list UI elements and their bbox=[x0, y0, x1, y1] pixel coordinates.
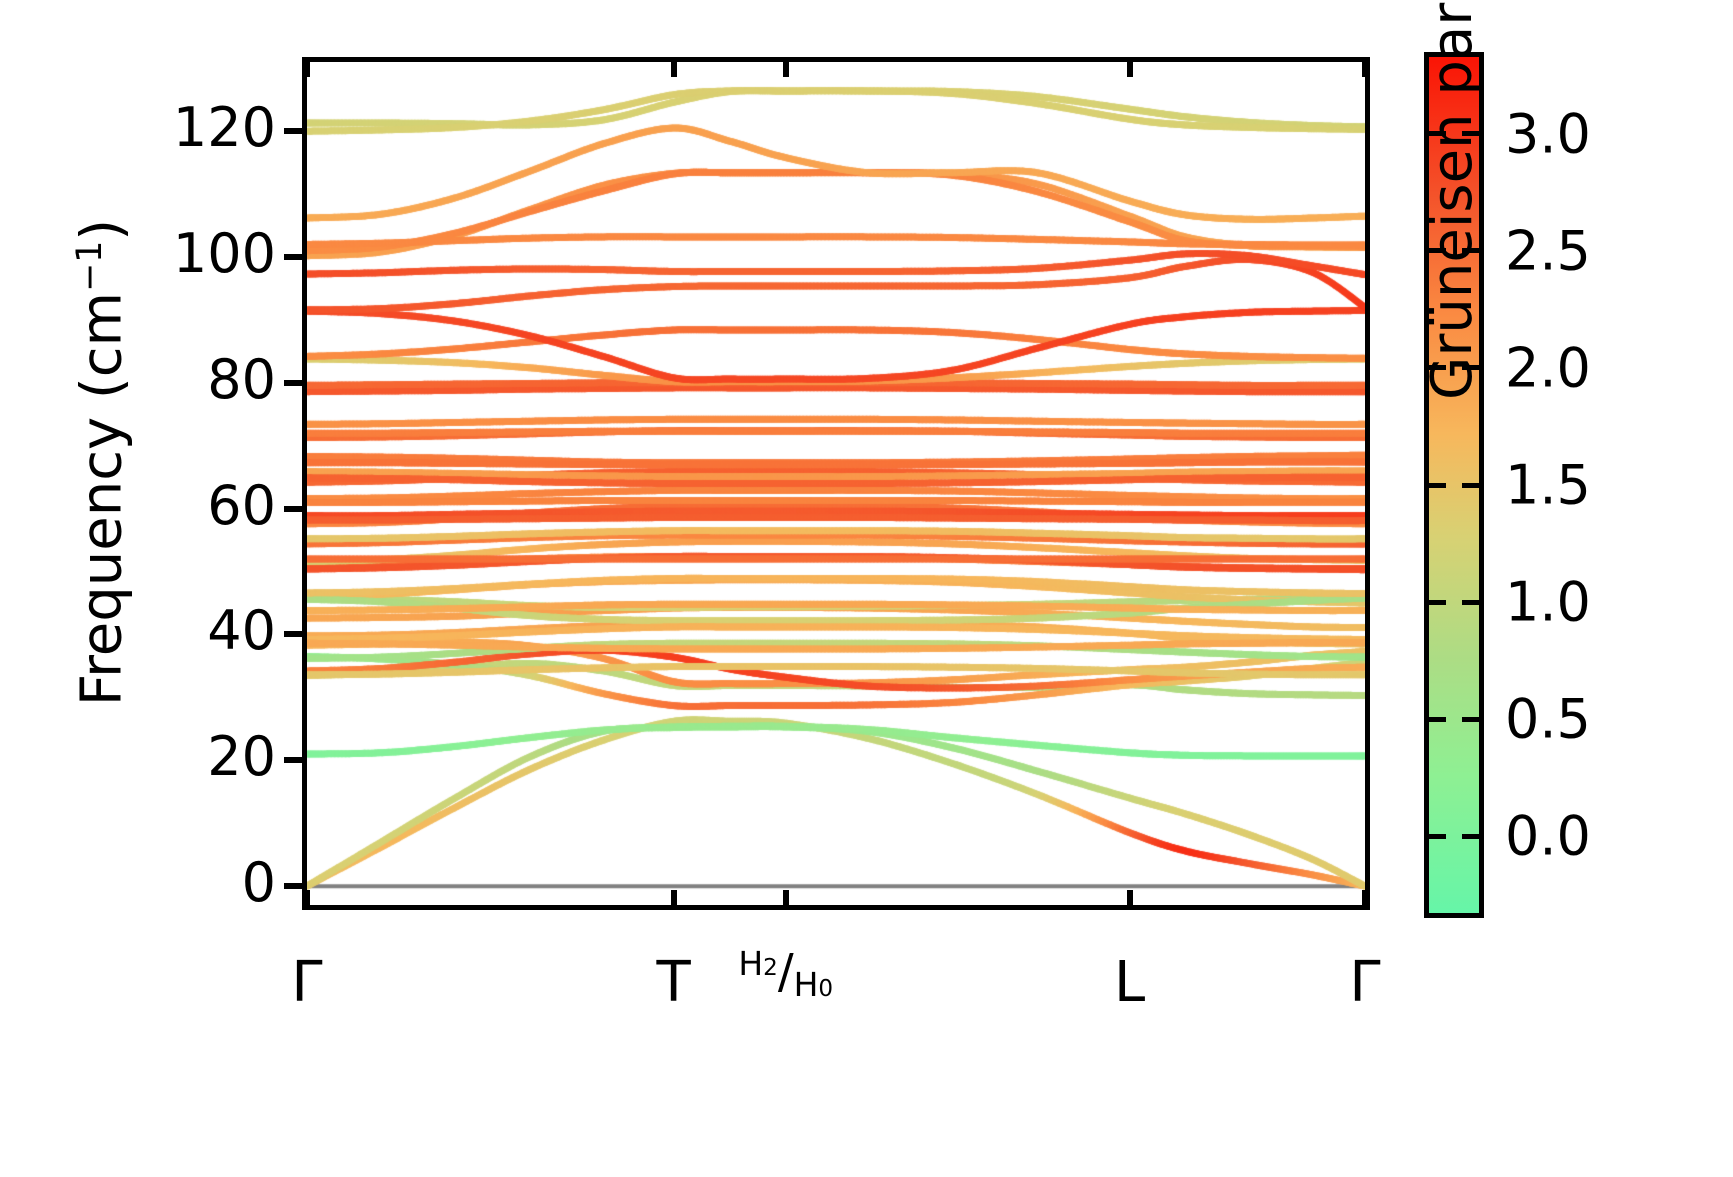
colorbar-tick-mark bbox=[1462, 131, 1479, 137]
x-tick-mark-top bbox=[670, 57, 677, 77]
x-tick-mark-top bbox=[782, 57, 789, 77]
y-tick-label: 80 bbox=[207, 347, 276, 411]
y-axis-title: Frequency (cm−1) bbox=[70, 113, 135, 813]
colorbar-tick-mark bbox=[1462, 365, 1479, 371]
x-tick-label: L bbox=[1113, 950, 1146, 1015]
y-tick-label: 20 bbox=[207, 725, 276, 789]
colorbar-tick-mark bbox=[1429, 248, 1446, 254]
x-tick-mark bbox=[782, 890, 789, 910]
y-tick-mark bbox=[284, 379, 304, 386]
x-tick-mark bbox=[304, 890, 310, 910]
colorbar-tick-mark bbox=[1429, 599, 1446, 605]
y-tick-mark bbox=[284, 128, 304, 135]
y-tick-mark bbox=[284, 505, 304, 512]
x-tick-label: H2/H0 bbox=[738, 944, 834, 1004]
y-tick-mark bbox=[284, 631, 304, 638]
colorbar-tick-label: 3.0 bbox=[1505, 102, 1591, 166]
colorbar-tick-label: 0.5 bbox=[1505, 687, 1591, 751]
x-tick-label: Γ bbox=[291, 950, 323, 1015]
plot-area bbox=[302, 57, 1370, 910]
colorbar-tick-mark bbox=[1462, 599, 1479, 605]
x-tick-mark bbox=[670, 890, 677, 910]
y-axis-unit-exponent: −1 bbox=[69, 240, 110, 292]
y-tick-mark bbox=[284, 757, 304, 764]
colorbar-tick-label: 0.0 bbox=[1505, 804, 1591, 868]
y-axis-title-close: ) bbox=[69, 218, 135, 241]
band-structure-canvas bbox=[307, 62, 1365, 905]
x-tick-mark bbox=[1126, 890, 1133, 910]
colorbar-tick-mark bbox=[1429, 833, 1446, 839]
y-tick-label: 0 bbox=[241, 851, 276, 915]
y-tick-mark bbox=[284, 883, 304, 890]
y-tick-label: 120 bbox=[172, 96, 276, 160]
x-tick-mark bbox=[1362, 890, 1368, 910]
colorbar-tick-mark bbox=[1462, 482, 1479, 488]
colorbar-tick-mark bbox=[1462, 248, 1479, 254]
colorbar-tick-label: 2.0 bbox=[1505, 336, 1591, 400]
colorbar-tick-label: 2.5 bbox=[1505, 219, 1591, 283]
x-tick-mark-top bbox=[1362, 57, 1368, 77]
colorbar-tick-label: 1.5 bbox=[1505, 453, 1591, 517]
x-tick-mark-top bbox=[304, 57, 310, 77]
y-tick-label: 40 bbox=[207, 599, 276, 663]
y-tick-mark bbox=[284, 254, 304, 261]
colorbar-tick-label: 1.0 bbox=[1505, 570, 1591, 634]
colorbar-tick-mark bbox=[1429, 716, 1446, 722]
colorbar-tick-mark bbox=[1462, 833, 1479, 839]
colorbar-tick-mark bbox=[1429, 482, 1446, 488]
colorbar-title: Grüneisen parameter bbox=[1420, 0, 1485, 400]
x-tick-label: T bbox=[656, 950, 691, 1015]
colorbar-tick-mark bbox=[1429, 365, 1446, 371]
x-tick-mark-top bbox=[1126, 57, 1133, 77]
colorbar-tick-mark bbox=[1429, 131, 1446, 137]
colorbar-tick-mark bbox=[1462, 716, 1479, 722]
y-tick-label: 100 bbox=[172, 222, 276, 286]
x-tick-label: Γ bbox=[1349, 950, 1381, 1015]
y-tick-label: 60 bbox=[207, 473, 276, 537]
y-axis-title-text: Frequency (cm bbox=[69, 291, 135, 707]
